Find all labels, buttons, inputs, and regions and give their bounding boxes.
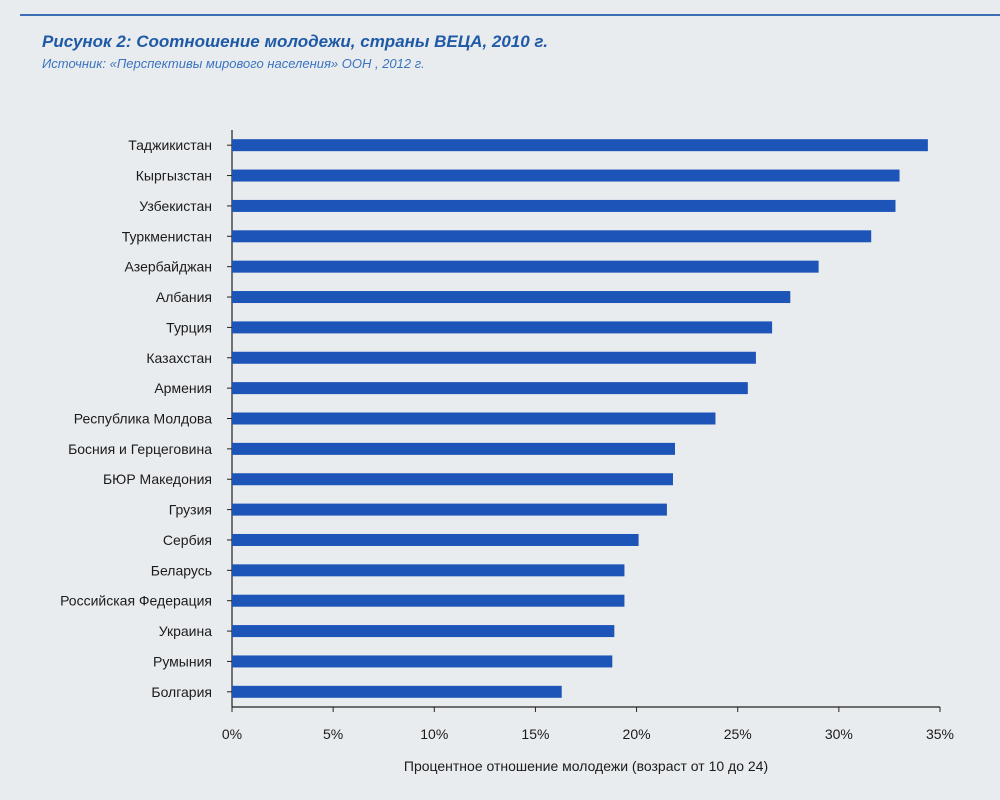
bar-8 (232, 351, 756, 364)
category-label: Республика Молдова (74, 411, 212, 427)
bar-19 (232, 685, 562, 698)
category-label: Албания (156, 289, 212, 305)
x-tick-label: 10% (420, 726, 448, 742)
bar-18 (232, 655, 613, 668)
x-tick-label: 0% (222, 726, 242, 742)
bar-12 (232, 473, 673, 486)
bar-11 (232, 442, 676, 455)
bar-13 (232, 503, 667, 516)
x-tick-label: 35% (926, 726, 954, 742)
bar-3 (232, 199, 896, 212)
x-axis-title: Процентное отношение молодежи (возраст о… (404, 758, 768, 774)
x-tick-label: 15% (521, 726, 549, 742)
category-label: Туркменистан (122, 228, 212, 244)
bar-2 (232, 169, 900, 182)
category-label: БЮР Македония (103, 471, 212, 487)
bar-16 (232, 594, 625, 607)
category-label: Украина (159, 623, 213, 639)
category-label: Армения (154, 380, 212, 396)
bar-14 (232, 533, 639, 546)
category-label: Беларусь (151, 562, 212, 578)
x-tick-label: 25% (724, 726, 752, 742)
category-label: Азербайджан (124, 259, 212, 275)
category-label: Босния и Герцеговина (68, 441, 212, 457)
category-label: Казахстан (146, 350, 212, 366)
bar-15 (232, 564, 625, 577)
bar-17 (232, 625, 615, 638)
bar-10 (232, 412, 716, 425)
category-label: Сербия (163, 532, 212, 548)
figure-source: Источник: «Перспективы мирового населени… (42, 56, 425, 71)
bar-1 (232, 139, 928, 152)
bar-4 (232, 230, 872, 243)
x-tick-label: 20% (623, 726, 651, 742)
x-tick-label: 5% (323, 726, 343, 742)
category-label: Турция (166, 319, 212, 335)
bar-9 (232, 382, 748, 395)
figure-title: Рисунок 2: Соотношение молодежи, страны … (42, 32, 548, 51)
category-label: Узбекистан (139, 198, 212, 214)
bar-5 (232, 260, 819, 273)
category-label: Грузия (169, 502, 212, 518)
bar-6 (232, 291, 791, 304)
top-rule (20, 14, 1000, 16)
bar-7 (232, 321, 773, 334)
category-label: Российская Федерация (60, 593, 212, 609)
x-tick-label: 30% (825, 726, 853, 742)
category-label: Таджикистан (128, 137, 212, 153)
category-label: Болгария (151, 684, 212, 700)
category-label: Кыргызстан (136, 168, 212, 184)
category-label: Румыния (153, 653, 212, 669)
